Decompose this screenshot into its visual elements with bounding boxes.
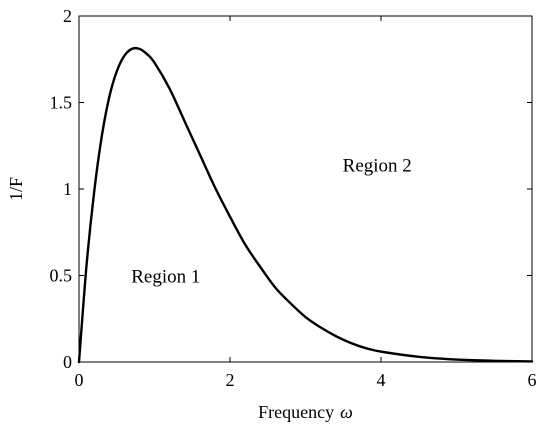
y-tick-label: 0.5 (50, 266, 73, 286)
annotations-layer: Region 1 Region 2 (131, 156, 412, 288)
series-line (77, 46, 534, 364)
x-axis-label-text: Frequency (258, 402, 334, 422)
region-annotation: Region 2 (343, 156, 412, 177)
labels-layer: Frequency ω 1/F (6, 177, 353, 422)
y-tick-label: 0 (63, 352, 72, 372)
series-layer (77, 46, 534, 364)
y-tick-label: 1.5 (50, 93, 73, 113)
y-axis-label: 1/F (6, 177, 26, 201)
plot-area (79, 16, 532, 362)
x-tick-label: 4 (377, 370, 386, 390)
y-tick-label: 2 (63, 6, 72, 26)
y-tick-label: 1 (63, 179, 72, 199)
x-axis-label: Frequency ω (258, 402, 353, 422)
x-tick-label: 6 (528, 370, 537, 390)
x-axis-label-symbol: ω (340, 402, 353, 422)
x-tick-label: 2 (226, 370, 235, 390)
plot-frame (78, 15, 533, 363)
x-tick-label: 0 (75, 370, 84, 390)
region-annotation: Region 1 (131, 266, 200, 287)
